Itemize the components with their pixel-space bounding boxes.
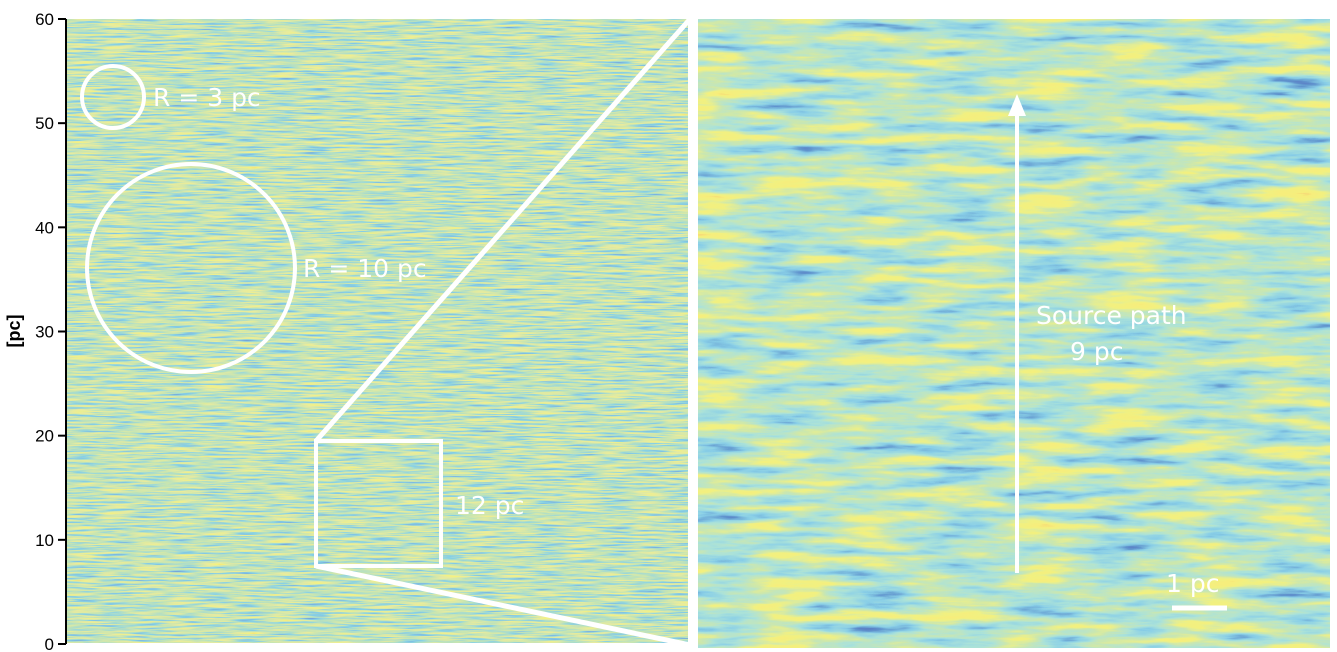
y-tick-label: 50 — [35, 114, 54, 133]
zoom-box — [314, 439, 443, 568]
right-annotations: Source path 9 pc 1 pc — [1008, 94, 1227, 611]
right-density-field — [698, 19, 1330, 648]
source-path-length: 9 pc — [1070, 337, 1123, 366]
source-path-label: Source path — [1036, 301, 1187, 330]
connector-bottom — [315, 563, 691, 648]
y-tick-label: 10 — [35, 531, 54, 550]
y-tick-label: 30 — [35, 323, 54, 342]
y-axis: 0 10 20 30 40 50 60 [pc] — [4, 10, 67, 652]
left-annotations: R = 3 pc R = 10 pc 12 pc — [80, 64, 524, 568]
y-axis-label: [pc] — [4, 315, 24, 348]
circle-r3-label: R = 3 pc — [153, 83, 261, 112]
left-density-field — [67, 19, 688, 643]
right-panel — [698, 19, 1330, 648]
y-tick-label: 20 — [35, 427, 54, 446]
y-tick-label: 60 — [35, 10, 54, 29]
y-tick-label: 40 — [35, 218, 54, 237]
source-path-arrowhead — [1008, 94, 1026, 116]
circle-r10-label: R = 10 pc — [303, 254, 427, 283]
circle-r3 — [80, 64, 146, 130]
zoom-box-label: 12 pc — [455, 491, 524, 520]
connector-top — [314, 17, 692, 443]
y-tick-group: 0 10 20 30 40 50 60 — [35, 10, 66, 652]
left-panel — [67, 19, 688, 643]
scale-bar-label: 1 pc — [1166, 569, 1219, 598]
panel-gap — [688, 19, 698, 648]
zoom-connectors — [314, 17, 698, 648]
circle-r10 — [85, 162, 297, 374]
y-tick-label: 0 — [45, 635, 54, 652]
